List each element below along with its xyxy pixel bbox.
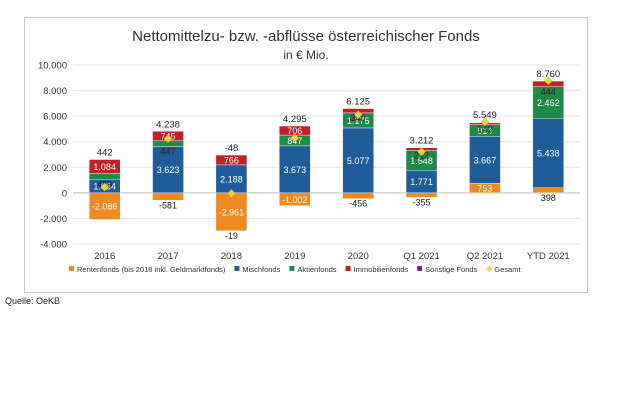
- bar-segment: [279, 145, 311, 194]
- total-point: [543, 76, 553, 86]
- bar-data-label: -2.086: [92, 202, 118, 212]
- y-tick-label: 4.000: [43, 137, 67, 148]
- bar-segment: [88, 192, 121, 220]
- bar-segment: [469, 136, 501, 184]
- bar-data-label: 753: [477, 184, 492, 194]
- bar-data-label: 914: [477, 126, 492, 136]
- total-label: -48: [225, 143, 239, 154]
- bar-data-label: -2.961: [219, 207, 245, 217]
- legend-swatch: [234, 266, 240, 271]
- bar-data-label: -19: [225, 231, 238, 241]
- total-label: 8.760: [536, 69, 560, 80]
- legend-label: Immobilienfonds: [354, 265, 409, 274]
- bar-data-label: 5.077: [347, 156, 370, 166]
- bar-data-label: -456: [349, 199, 367, 209]
- bar-segment: [342, 127, 374, 194]
- bar-segment: [152, 192, 184, 201]
- total-point: [227, 189, 236, 198]
- bar-data-label: 1.084: [93, 162, 116, 172]
- legend-label: Mischfonds: [242, 265, 280, 274]
- total-label: 5.549: [473, 110, 497, 121]
- total-label: 442: [97, 148, 113, 159]
- bar-data-label: 1.175: [347, 116, 370, 126]
- chart-subtitle: in € Mio.: [283, 48, 329, 62]
- chart-svg: -4.000 -2.000 0 2.000 4.000 6.000 8.000 10.000 2…: [38, 61, 580, 274]
- bar-segment: [215, 192, 248, 231]
- y-tick-label: -2.000: [40, 214, 67, 225]
- source-note: Quelle: OeKB: [5, 296, 61, 306]
- bar-segment: [532, 86, 565, 119]
- bar-data-label: 3.667: [474, 155, 497, 165]
- legend-swatch: [289, 266, 295, 271]
- y-tick-label: 2.000: [43, 163, 67, 174]
- bar-segment: [88, 159, 121, 174]
- x-tick-label: 2019: [284, 251, 305, 262]
- bar-data-label: 3.673: [284, 165, 307, 175]
- bar-data-label: 2.188: [220, 174, 243, 184]
- bar-segment: [215, 164, 248, 194]
- total-point: [163, 134, 173, 144]
- x-tick-label: 2018: [221, 251, 242, 262]
- total-label: 4.238: [156, 119, 180, 130]
- legend-label: Gesamt: [494, 265, 521, 274]
- bar-data-label: 5.438: [537, 149, 560, 159]
- legend-swatch: [486, 266, 493, 272]
- bar-data-label: -355: [413, 197, 431, 207]
- x-tick-label: Q1 2021: [403, 251, 439, 262]
- total-point: [353, 110, 363, 119]
- y-tick-label: 0: [62, 188, 67, 199]
- bar-segment: [532, 118, 565, 188]
- bar-data-label: 444: [541, 87, 556, 97]
- total-point: [480, 117, 490, 127]
- y-tick-label: 8.000: [43, 86, 67, 97]
- total-label: 4.295: [283, 114, 307, 125]
- legend-swatch: [345, 266, 351, 271]
- bar-segment: [152, 146, 184, 194]
- y-tick-label: 10.000: [38, 61, 67, 72]
- legend-label: Aktienfonds: [297, 265, 336, 274]
- x-tick-label: 2016: [94, 251, 115, 262]
- total-label: 6.125: [346, 97, 370, 108]
- bar-data-label: 1.771: [410, 177, 433, 187]
- x-tick-label: 2017: [157, 251, 178, 262]
- x-tick-label: YTD 2021: [527, 251, 570, 262]
- bar-segment: [215, 230, 248, 232]
- bar-data-label: 706: [287, 126, 302, 136]
- total-point: [290, 133, 300, 143]
- chart-frame: Nettomittelzu- bzw. -abflüsse österreich…: [24, 17, 588, 293]
- bar-data-label: 766: [224, 155, 239, 165]
- legend-swatch: [417, 266, 423, 271]
- legend-label: Rentenfonds (bis 2018 inkl. Geldmarktfon…: [77, 265, 226, 274]
- total-point: [100, 182, 110, 192]
- y-tick-label: -4.000: [40, 240, 67, 251]
- y-tick-label: 6.000: [43, 112, 67, 123]
- bar-data-label: -1.002: [282, 195, 308, 205]
- legend-swatch: [69, 266, 74, 271]
- bar-data-label: 2.462: [537, 98, 560, 108]
- bar-data-label: 142: [477, 125, 492, 135]
- total-label: 3.212: [410, 136, 434, 147]
- legend-label: Sonstige Fonds: [425, 265, 477, 274]
- x-tick-label: Q2 2021: [467, 251, 503, 262]
- bar-segment: [215, 154, 248, 166]
- chart-title: Nettomittelzu- bzw. -abflüsse österreich…: [132, 28, 480, 45]
- bar-data-label: 447: [161, 147, 176, 157]
- bar-data-label: 398: [541, 193, 556, 203]
- bar-data-label: 3.623: [157, 165, 180, 175]
- x-tick-label: 2020: [348, 251, 369, 262]
- total-point: [417, 147, 426, 157]
- bar-data-label: 1.548: [410, 156, 433, 166]
- bar-data-label: -581: [159, 200, 177, 210]
